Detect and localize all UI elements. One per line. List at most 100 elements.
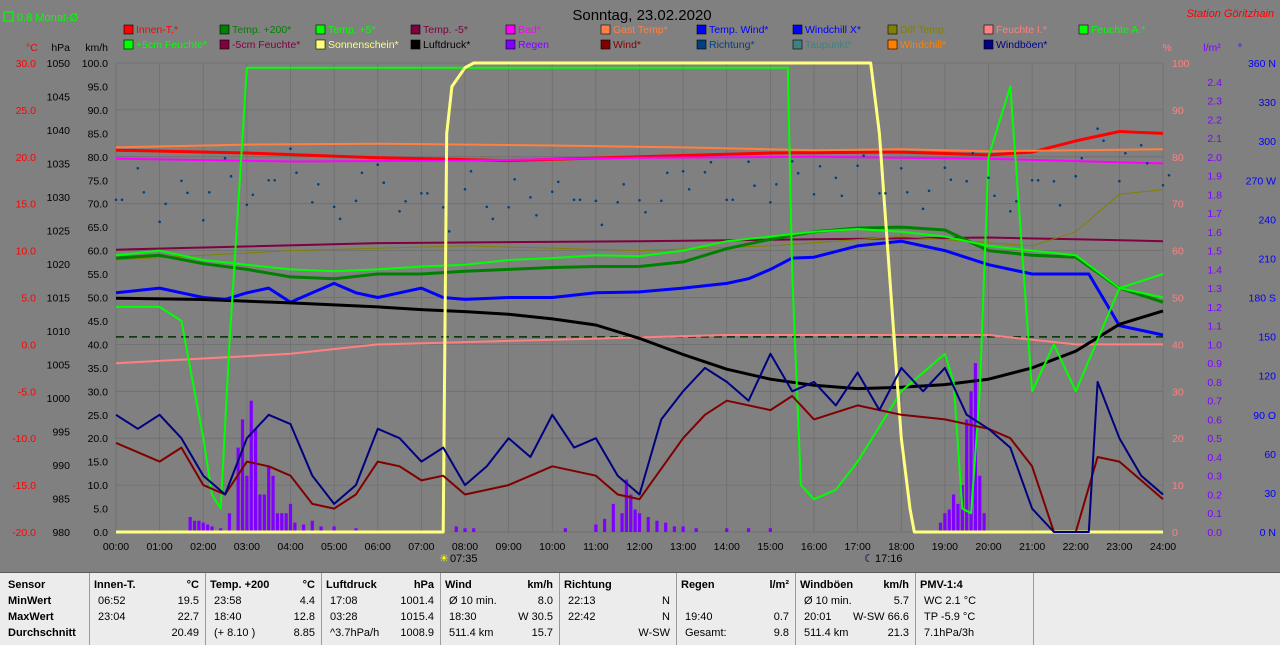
y-tick-label: 1.8 [1207,189,1222,201]
direction-point [775,182,778,186]
y-tick-label: 80 [1172,152,1184,164]
y-tick-label: 1020 [47,259,71,271]
rain-bar [254,428,258,532]
direction-point [921,207,925,211]
sunset-icon: ☾ [864,553,874,565]
rain-bar [275,513,280,532]
direction-point [965,179,968,183]
direction-point [638,199,641,202]
y-tick-label: 65.0 [88,222,109,234]
y-tick-label: 15.0 [88,457,109,469]
y-tick-label: 330 [1258,97,1276,109]
stats-cell-label: 511.4 km [804,627,849,639]
y-tick-label: 270 W [1246,175,1276,187]
stats-cell-label: 23:04 [98,611,126,623]
y-tick-label: 150 [1258,332,1276,344]
legend-swatch [887,24,898,35]
legend-swatch [600,39,611,50]
y-tick-label: 5.0 [93,504,108,516]
stats-cell-value: 4.4 [299,595,315,607]
y-tick-label: 2.0 [1207,152,1222,164]
stats-cell-value: 15.7 [531,627,553,639]
y-tick-label: -15.0 [12,480,36,492]
series-line [115,352,1164,533]
x-tick-label: 04:00 [277,541,303,553]
axis-units: °C hPa km/h% l/m² ° [26,42,1242,54]
x-tick-label: 09:00 [495,541,521,553]
stats-cell-label: Ø 10 min. [804,595,852,607]
stats-cell-label: 19:40 [685,611,713,623]
y-tick-label: 90.0 [88,105,109,117]
y-tick-label: 0.3 [1207,471,1222,483]
direction-point [878,191,881,195]
legend-swatch [696,39,707,50]
x-tick-label: 01:00 [146,541,172,553]
month-average-label: 0.8 Monat-Ø [17,12,79,24]
stats-block: PMV-1:4 WC 2.1 °C TP -5.9 °C 7.1hPa/3h [916,573,1034,645]
stats-block: Temp. +200 °C 23:58 4.4 18:40 12.8 (+ 8.10 ) 8.… [206,573,322,645]
legend-label: Taupunkt* [805,39,852,51]
legend-label: Wind* [613,39,641,51]
direction-point [1139,143,1143,147]
right-axes: 10090807060504030201002.42.32.22.12.01.9… [1172,58,1276,539]
y-tick-label: 1.0 [1207,339,1222,351]
x-tick-label: 19:00 [932,541,958,553]
y-tick-label: 20 [1172,433,1184,445]
y-tick-label: 55.0 [88,269,109,281]
y-tick-label: 80.0 [88,152,109,164]
direction-point [1009,210,1012,213]
direction-point [905,190,909,194]
direction-point [681,169,685,173]
direction-point [447,230,451,233]
direction-point [180,179,183,183]
y-tick-label: 0 [1172,527,1178,539]
legend-label: Innen-T.* [136,24,178,36]
y-tick-label: 0.0 [93,527,108,539]
rain-bar [624,479,629,532]
y-tick-label: 1000 [47,393,71,405]
legend-swatch [315,39,326,50]
y-tick-label: 1010 [47,326,71,338]
stats-cell-label: 22:42 [568,611,596,623]
direction-point [856,164,859,168]
axis-unit-label: hPa [51,42,70,54]
stats-cell-value: W-SW 66.6 [852,611,909,623]
direction-point [354,199,358,203]
y-tick-label: 5.0 [21,293,36,305]
rain-bar [201,522,205,532]
series-line [115,395,1164,533]
rain-bar [293,522,297,532]
direction-point [311,200,314,204]
x-tick-label: 21:00 [1019,541,1045,553]
legend-swatch [600,24,611,35]
y-tick-label: 0.6 [1207,414,1222,426]
direction-point [114,198,118,202]
y-tick-label: 10 [1172,480,1184,492]
y-tick-label: 995 [52,427,70,439]
x-tick-label: 18:00 [888,541,914,553]
stats-cell-label: Ø 10 min. [449,595,497,607]
stats-cell-label: Luftdruck [326,579,377,591]
direction-point [812,192,816,196]
y-tick-label: 1.3 [1207,283,1222,295]
rain-bar [332,526,336,532]
y-tick-label: 30.0 [16,58,37,70]
y-tick-label: 1040 [47,125,71,137]
direction-point [507,205,510,209]
stats-cell-label: TP -5.9 °C [924,611,976,623]
stats-cell-value: 8.0 [537,595,553,607]
legend-label: Temp. +5* [328,24,376,36]
y-tick-label: -10.0 [12,433,36,445]
direction-point [796,171,800,175]
rain-bar [240,419,245,532]
legend-label: Feuchte A.* [1091,24,1145,36]
rain-bar [969,391,973,532]
rain-bar [271,475,275,532]
rain-bar [725,528,729,532]
y-tick-label: 1005 [47,360,71,372]
x-tick-label: 22:00 [1063,541,1089,553]
direction-point [993,194,996,198]
series-line [115,228,1164,299]
rain-bar [245,475,249,532]
direction-point [245,203,249,207]
